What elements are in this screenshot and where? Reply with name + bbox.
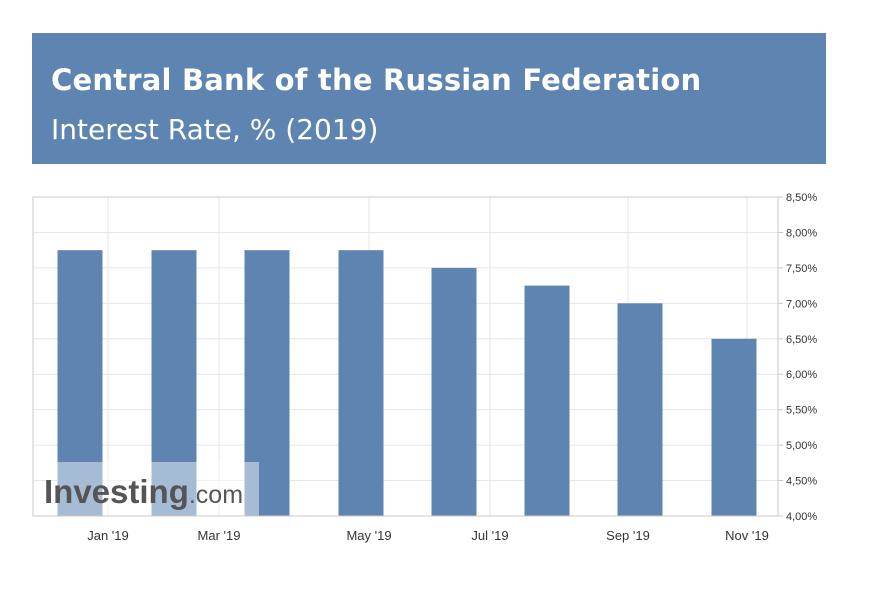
- y-tick-label: 8,00%: [786, 227, 817, 239]
- x-tick-label: May '19: [346, 528, 391, 543]
- y-axis-ticks: 8,50% 8,00% 7,50% 7,00% 6,50% 6,00% 5,50% 5,00%…: [778, 192, 817, 523]
- y-tick-label: 4,50%: [786, 476, 817, 488]
- y-tick-label: 7,00%: [786, 298, 817, 310]
- bar[interactable]: [244, 250, 290, 516]
- y-tick-label: 5,50%: [786, 405, 817, 417]
- bar-series: [57, 250, 757, 516]
- x-tick-label: Sep '19: [606, 528, 650, 543]
- bar[interactable]: [431, 267, 477, 516]
- watermark-suffix: .com: [189, 481, 243, 509]
- x-tick-label: Jan '19: [87, 528, 129, 543]
- bar[interactable]: [524, 285, 570, 516]
- bar[interactable]: [57, 250, 103, 516]
- y-tick-label: 6,50%: [786, 334, 817, 346]
- investing-watermark: Investing.com: [44, 462, 259, 516]
- x-axis-ticks: Jan '19 Mar '19 May '19 Jul '19 Sep '19 Nov '…: [87, 528, 769, 543]
- watermark-brand: Investing: [44, 473, 189, 510]
- bar[interactable]: [711, 338, 757, 516]
- chart-subtitle: Interest Rate, % (2019): [51, 113, 379, 146]
- y-tick-label: 8,50%: [786, 192, 817, 204]
- x-tick-label: Mar '19: [198, 528, 241, 543]
- bar[interactable]: [151, 250, 197, 516]
- y-tick-label: 4,00%: [786, 511, 817, 523]
- watermark-logo-text: Investing.com: [44, 473, 243, 510]
- y-tick-label: 5,00%: [786, 440, 817, 452]
- plot-frame: [32, 196, 779, 517]
- chart-header: Central Bank of the Russian Federation I…: [32, 33, 826, 164]
- y-tick-label: 7,50%: [786, 263, 817, 275]
- x-tick-label: Nov '19: [725, 528, 769, 543]
- y-tick-label: 6,00%: [786, 369, 817, 381]
- bar[interactable]: [338, 250, 384, 516]
- chart-title: Central Bank of the Russian Federation: [51, 63, 702, 97]
- x-tick-label: Jul '19: [471, 528, 508, 543]
- bar[interactable]: [617, 303, 663, 516]
- watermark-band: [57, 462, 259, 516]
